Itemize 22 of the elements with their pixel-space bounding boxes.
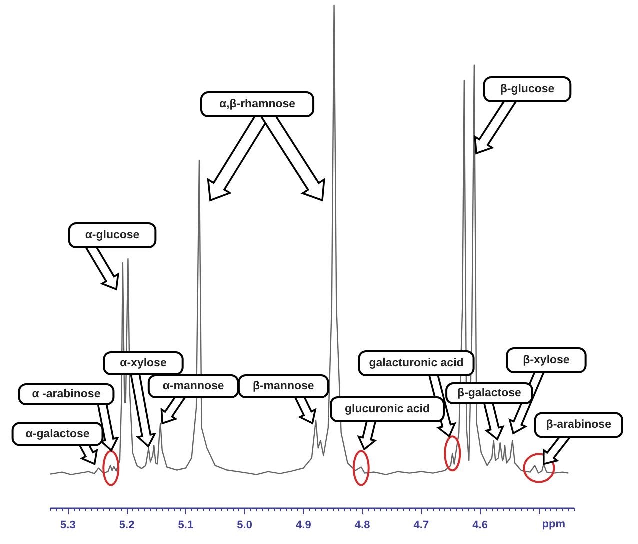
x-tick-label: 4.9 bbox=[296, 520, 312, 532]
x-tick-label: 4.6 bbox=[472, 520, 488, 532]
x-tick-label: 5.3 bbox=[60, 520, 76, 532]
annotation: β-glucose bbox=[500, 84, 555, 96]
annotation: galacturonic acid bbox=[369, 358, 464, 370]
annotation: α,β-rhamnose bbox=[219, 98, 296, 110]
annotation: α-glucose bbox=[85, 230, 140, 242]
annotation: α-galactose bbox=[26, 428, 90, 440]
annotation: α-xylose bbox=[120, 358, 167, 370]
annotation: β-galactose bbox=[458, 388, 522, 400]
x-axis-title: ppm bbox=[542, 518, 566, 530]
x-tick-label: 5.2 bbox=[119, 520, 135, 532]
x-tick-label: 5.1 bbox=[178, 520, 194, 532]
annotation: α -arabinose bbox=[32, 388, 101, 400]
x-tick-label: 5.0 bbox=[237, 520, 252, 532]
x-tick-label: 4.8 bbox=[354, 520, 370, 532]
x-tick-label: 4.7 bbox=[414, 520, 430, 532]
annotation: β-xylose bbox=[523, 354, 570, 366]
annotation: β-mannose bbox=[252, 380, 314, 392]
annotation: glucuronic acid bbox=[345, 404, 430, 416]
annotation: β-arabinose bbox=[546, 419, 612, 432]
annotation: α-mannose bbox=[162, 380, 224, 392]
